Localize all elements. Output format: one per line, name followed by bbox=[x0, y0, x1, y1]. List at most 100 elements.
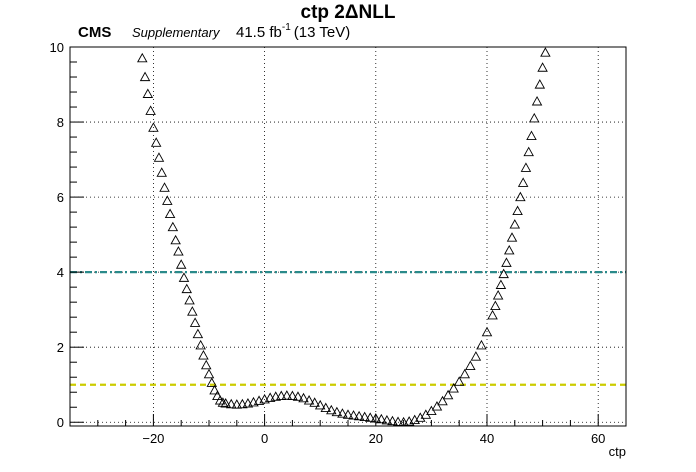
data-point-marker bbox=[528, 112, 540, 123]
data-point-marker bbox=[237, 398, 248, 409]
x-tick-label: −20 bbox=[142, 431, 164, 446]
data-point-marker bbox=[337, 408, 348, 418]
data-point-marker bbox=[150, 137, 162, 147]
data-point-marker bbox=[217, 397, 229, 407]
data-point-marker bbox=[342, 409, 354, 419]
data-point-marker bbox=[175, 259, 187, 269]
data-point-marker bbox=[459, 368, 471, 379]
data-point-marker bbox=[526, 130, 537, 140]
data-point-marker bbox=[353, 410, 365, 421]
data-point-marker bbox=[470, 351, 482, 361]
x-tick-label: 40 bbox=[480, 431, 494, 446]
data-point-marker bbox=[506, 232, 518, 242]
data-point-marker bbox=[145, 105, 156, 115]
data-point-marker bbox=[225, 398, 237, 409]
data-point-marker bbox=[381, 414, 393, 425]
data-point-marker bbox=[476, 339, 487, 350]
data-point-marker bbox=[465, 360, 476, 371]
data-point-marker bbox=[503, 244, 515, 255]
data-point-marker bbox=[142, 88, 154, 98]
data-point-marker bbox=[148, 122, 159, 132]
data-point-marker bbox=[501, 257, 512, 267]
data-point-marker bbox=[137, 52, 148, 63]
data-point-marker bbox=[220, 398, 231, 408]
data-point-marker bbox=[156, 167, 168, 177]
data-point-marker bbox=[231, 399, 243, 409]
data-point-marker bbox=[153, 152, 165, 162]
y-tick-label: 0 bbox=[57, 415, 64, 430]
lumi-exponent: -1 bbox=[282, 22, 291, 33]
lumi-value: 41.5 fb bbox=[236, 24, 282, 41]
data-point-marker bbox=[515, 191, 526, 202]
data-point-marker bbox=[490, 300, 501, 310]
data-point-marker bbox=[292, 391, 304, 401]
lumi-label: 41.5 fb-1 (13 TeV) bbox=[236, 22, 350, 41]
data-point-marker bbox=[387, 415, 398, 426]
data-point-marker bbox=[164, 208, 176, 219]
data-point-marker bbox=[159, 182, 170, 192]
data-point-marker bbox=[170, 234, 181, 245]
data-point-marker bbox=[314, 399, 326, 410]
data-point-marker bbox=[189, 317, 201, 327]
data-point-marker bbox=[437, 395, 448, 406]
data-point-marker bbox=[209, 384, 220, 395]
data-point-marker bbox=[520, 162, 532, 172]
x-tick-label: 20 bbox=[369, 431, 383, 446]
data-point-marker bbox=[431, 401, 443, 411]
data-point-marker bbox=[523, 146, 534, 157]
data-point-marker bbox=[187, 306, 198, 316]
data-point-marker bbox=[167, 221, 179, 232]
y-tick-label: 10 bbox=[50, 40, 64, 55]
data-point-marker bbox=[364, 412, 376, 422]
data-point-marker bbox=[309, 397, 320, 407]
data-point-marker bbox=[206, 377, 218, 387]
data-point-marker bbox=[392, 416, 404, 426]
data-point-marker bbox=[320, 402, 332, 413]
data-point-marker bbox=[195, 339, 206, 350]
grid bbox=[70, 47, 626, 426]
y-tick-label: 2 bbox=[57, 340, 64, 355]
data-point-marker bbox=[212, 390, 223, 401]
data-point-marker bbox=[517, 177, 529, 187]
data-point-marker bbox=[184, 294, 195, 305]
data-point-marker bbox=[270, 391, 281, 401]
data-point-marker bbox=[487, 309, 498, 320]
data-point-marker bbox=[498, 268, 509, 279]
data-point-marker bbox=[298, 392, 309, 403]
data-point-marker bbox=[173, 246, 184, 256]
axes: −20 0 20 40 60 0 2 4 6 8 10 bbox=[50, 40, 627, 446]
data-point-marker bbox=[359, 411, 370, 422]
data-point-marker bbox=[331, 406, 343, 417]
data-point-marker bbox=[198, 350, 209, 360]
y-tick-label: 8 bbox=[57, 115, 64, 130]
data-point-marker bbox=[178, 272, 190, 282]
data-point-marker bbox=[162, 195, 173, 205]
data-point-marker bbox=[192, 328, 204, 339]
data-point-marker bbox=[448, 383, 459, 393]
data-point-marker bbox=[139, 71, 151, 82]
reference-lines bbox=[70, 271, 626, 386]
data-point-marker bbox=[453, 376, 465, 386]
data-points bbox=[137, 47, 551, 427]
data-point-marker bbox=[181, 283, 193, 294]
data-point-marker bbox=[200, 359, 212, 370]
data-point-marker bbox=[540, 47, 551, 57]
data-point-marker bbox=[348, 410, 359, 420]
data-point-marker bbox=[481, 326, 493, 337]
data-point-marker bbox=[509, 219, 521, 229]
data-point-marker bbox=[426, 405, 437, 416]
x-axis-label: ctp bbox=[609, 444, 626, 459]
data-point-marker bbox=[442, 389, 454, 400]
data-point-marker bbox=[534, 79, 546, 89]
data-point-marker bbox=[512, 205, 523, 216]
data-point-marker bbox=[326, 404, 337, 415]
x-tick-label: 0 bbox=[261, 431, 268, 446]
data-point-marker bbox=[376, 413, 387, 424]
data-point-marker bbox=[203, 368, 215, 379]
data-point-marker bbox=[281, 390, 293, 400]
y-tick-label: 4 bbox=[57, 265, 64, 280]
x-tick-label: 60 bbox=[591, 431, 605, 446]
data-point-marker bbox=[537, 62, 548, 72]
status-label: Supplementary bbox=[132, 25, 221, 40]
